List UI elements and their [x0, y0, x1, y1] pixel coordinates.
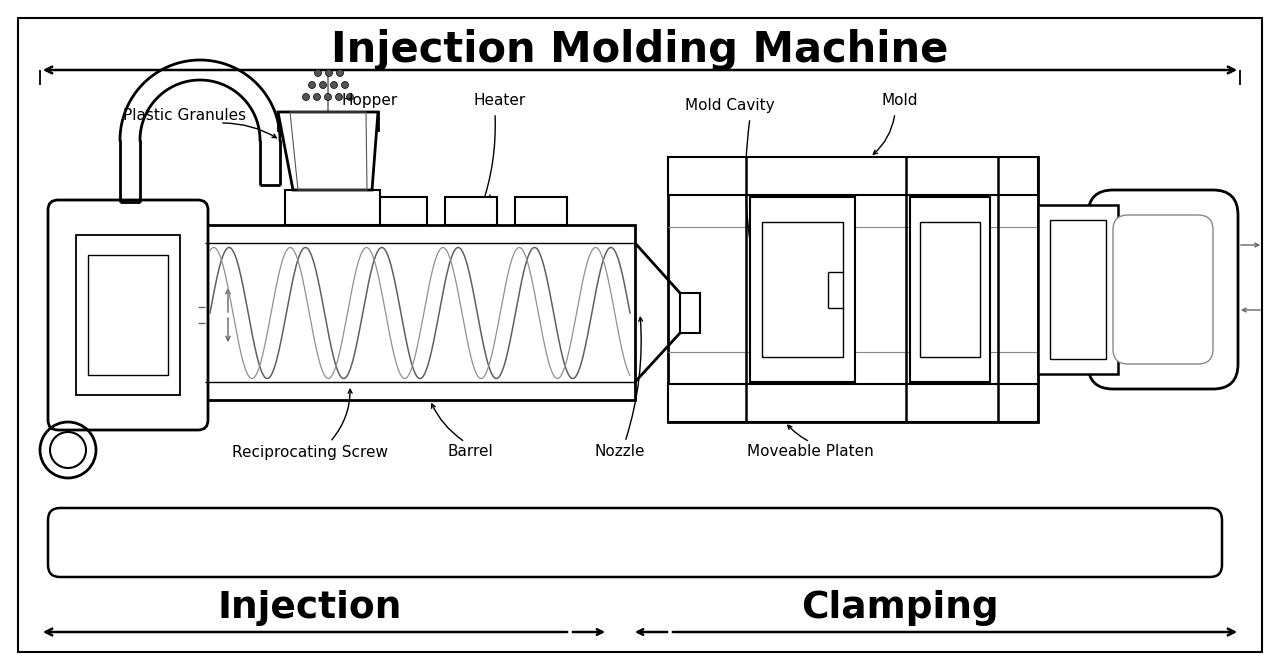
FancyBboxPatch shape — [1088, 190, 1238, 389]
Bar — [668, 157, 1038, 195]
Text: Plastic Granules: Plastic Granules — [123, 107, 247, 123]
Circle shape — [315, 70, 321, 76]
Bar — [680, 293, 700, 333]
Text: Reciprocating Screw: Reciprocating Screw — [232, 444, 388, 460]
Text: Barrel: Barrel — [447, 444, 493, 460]
Circle shape — [320, 82, 326, 88]
Circle shape — [325, 94, 332, 100]
Bar — [278, 112, 378, 130]
Bar — [88, 255, 168, 375]
Bar — [205, 225, 635, 400]
Bar — [375, 197, 428, 225]
Circle shape — [347, 94, 353, 100]
Text: Heater: Heater — [474, 92, 526, 107]
FancyBboxPatch shape — [49, 200, 209, 430]
Bar — [910, 197, 989, 382]
Circle shape — [325, 70, 333, 76]
Text: Injection: Injection — [218, 590, 402, 626]
Text: Clamping: Clamping — [801, 590, 998, 626]
Circle shape — [302, 94, 310, 100]
Polygon shape — [278, 112, 378, 190]
FancyBboxPatch shape — [49, 508, 1222, 577]
Bar — [762, 222, 844, 357]
Bar — [1050, 220, 1106, 359]
Text: Mold Cavity: Mold Cavity — [685, 98, 774, 113]
Bar — [285, 190, 380, 225]
Text: Nozzle: Nozzle — [595, 444, 645, 460]
Bar — [76, 235, 180, 395]
Bar — [445, 197, 497, 225]
Bar — [668, 384, 1038, 422]
Bar — [1038, 205, 1117, 374]
Circle shape — [330, 82, 338, 88]
Text: Moveable Platen: Moveable Platen — [746, 444, 873, 460]
Circle shape — [308, 82, 315, 88]
Bar — [668, 157, 1038, 422]
Text: Hopper: Hopper — [342, 92, 398, 107]
FancyBboxPatch shape — [1114, 215, 1213, 364]
Circle shape — [337, 70, 343, 76]
Text: Mold: Mold — [882, 92, 918, 107]
Circle shape — [314, 94, 320, 100]
Circle shape — [342, 82, 348, 88]
Bar — [515, 197, 567, 225]
Bar — [305, 197, 357, 225]
Circle shape — [335, 94, 343, 100]
Bar — [920, 222, 980, 357]
Bar — [750, 197, 855, 382]
Text: Injection Molding Machine: Injection Molding Machine — [332, 29, 948, 71]
